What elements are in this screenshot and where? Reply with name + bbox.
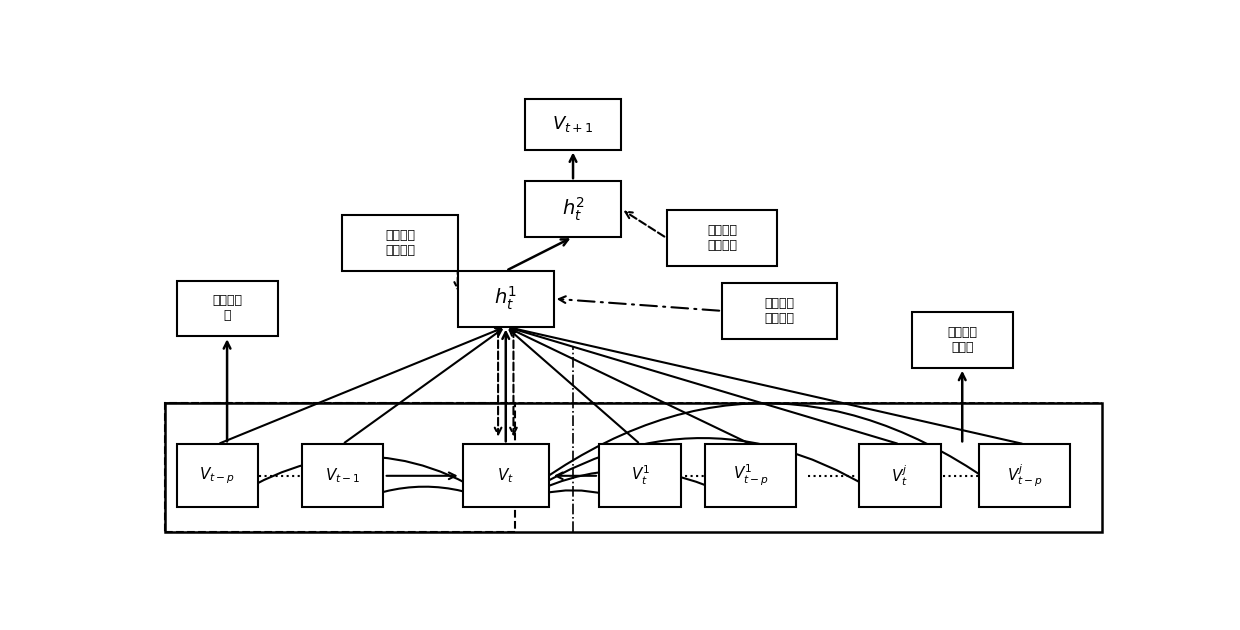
FancyBboxPatch shape	[667, 210, 777, 266]
FancyBboxPatch shape	[525, 181, 621, 237]
FancyBboxPatch shape	[176, 280, 278, 336]
Text: 添加伯务
利随机项: 添加伯务 利随机项	[765, 297, 795, 325]
FancyBboxPatch shape	[463, 444, 549, 507]
FancyBboxPatch shape	[722, 283, 837, 339]
FancyBboxPatch shape	[342, 215, 458, 271]
Text: 自回归模
型: 自回归模 型	[212, 294, 242, 323]
FancyBboxPatch shape	[599, 444, 681, 507]
FancyBboxPatch shape	[859, 444, 941, 507]
FancyBboxPatch shape	[980, 444, 1070, 507]
FancyBboxPatch shape	[176, 444, 258, 507]
Text: $h_t^2$: $h_t^2$	[562, 195, 584, 222]
FancyBboxPatch shape	[706, 444, 796, 507]
FancyBboxPatch shape	[301, 444, 383, 507]
Text: $V_{t+1}$: $V_{t+1}$	[552, 114, 594, 134]
Text: $V_t$: $V_t$	[497, 466, 515, 485]
Text: $V_{t-p}^1$: $V_{t-p}^1$	[733, 463, 769, 488]
Text: 添加高斯
随机序列: 添加高斯 随机序列	[707, 224, 737, 252]
Text: $V_{t-p}$: $V_{t-p}$	[200, 466, 236, 486]
Text: $V_{t-p}^j$: $V_{t-p}^j$	[1007, 462, 1043, 489]
Text: $V_t^1$: $V_t^1$	[631, 464, 650, 488]
FancyBboxPatch shape	[458, 271, 554, 326]
Text: $V_t^j$: $V_t^j$	[892, 464, 908, 488]
Text: $V_{t-1}$: $V_{t-1}$	[325, 466, 360, 485]
FancyBboxPatch shape	[911, 312, 1013, 368]
Text: 多因素回
归模型: 多因素回 归模型	[947, 326, 977, 354]
Text: $h_t^1$: $h_t^1$	[495, 285, 517, 312]
Text: 添加伯务
利随机项: 添加伯务 利随机项	[386, 229, 415, 257]
FancyBboxPatch shape	[525, 99, 621, 149]
